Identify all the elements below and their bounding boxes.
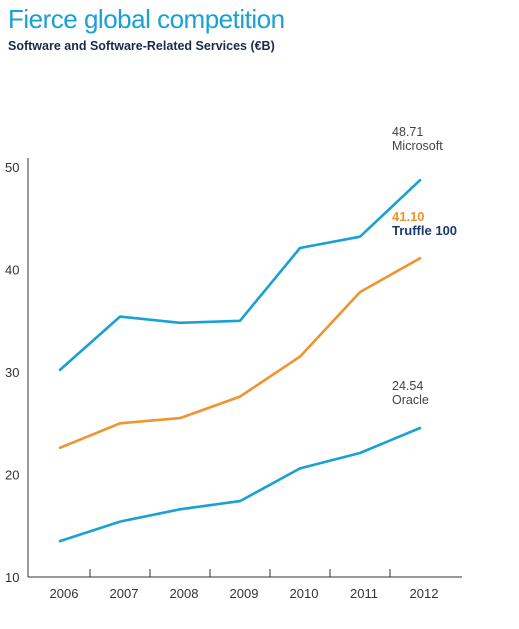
x-tick-label: 2011 (350, 586, 378, 601)
x-tick-label: 2008 (170, 586, 199, 601)
chart-subtitle: Software and Software-Related Services (… (8, 39, 275, 53)
oracle-name-label: Oracle (392, 393, 429, 407)
truffle-name-label: Truffle 100 (392, 223, 457, 238)
x-tick-label: 2010 (290, 586, 319, 601)
x-tick-label: 2006 (50, 586, 79, 601)
oracle-value-label: 24.54 (392, 379, 423, 393)
y-tick-label: 20 (5, 468, 19, 483)
series-line-truffle-100 (58, 256, 422, 450)
microsoft-name-label: Microsoft (392, 139, 443, 153)
x-tick-label: 2012 (410, 586, 439, 601)
y-tick-label: 30 (5, 365, 19, 380)
truffle-value-label: 41.10 (392, 209, 425, 224)
y-tick-label: 10 (5, 570, 19, 585)
x-tick-label: 2007 (110, 586, 139, 601)
chart-title: Fierce global competition (8, 4, 285, 34)
y-tick-label: 50 (5, 160, 19, 175)
microsoft-value-label: 48.71 (392, 125, 423, 139)
series-line-oracle (58, 426, 422, 543)
series-line-microsoft (58, 178, 422, 372)
y-tick-label: 40 (5, 263, 19, 278)
x-tick-label: 2009 (230, 586, 259, 601)
